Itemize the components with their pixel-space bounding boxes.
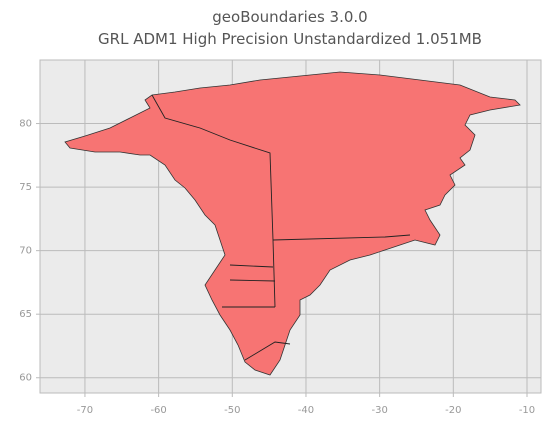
boundary xyxy=(229,264,274,268)
boundary xyxy=(229,279,276,282)
chart-title: geoBoundaries 3.0.0 xyxy=(212,8,367,26)
x-tick-label: -50 xyxy=(224,405,240,416)
y-tick-label: 75 xyxy=(19,182,32,193)
x-tick-label: -10 xyxy=(519,405,535,416)
y-tick-label: 60 xyxy=(19,373,32,384)
x-tick-label: -70 xyxy=(77,405,93,416)
x-tick-label: -30 xyxy=(371,405,387,416)
x-tick-label: -60 xyxy=(150,405,166,416)
x-tick-label: -20 xyxy=(445,405,461,416)
y-tick-label: 80 xyxy=(19,119,32,130)
x-tick-label: -40 xyxy=(298,405,314,416)
boundary xyxy=(272,234,411,241)
y-tick-label: 70 xyxy=(19,246,32,257)
greenland xyxy=(64,71,521,376)
boundary xyxy=(244,341,291,361)
admin-boundaries xyxy=(151,94,411,361)
y-tick-label: 65 xyxy=(19,309,32,320)
chart-subtitle: GRL ADM1 High Precision Unstandardized 1… xyxy=(98,30,482,48)
